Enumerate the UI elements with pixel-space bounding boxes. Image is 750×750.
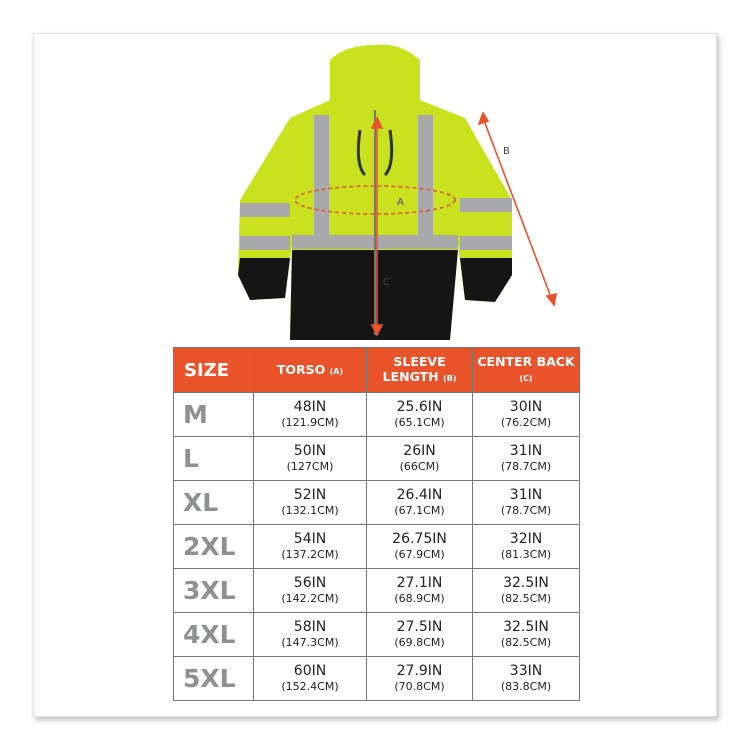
torso-cell: 48IN (121.9CM) xyxy=(253,392,367,437)
table-row: XL 52IN (132.1CM) 26.4IN (67.1CM) 31IN (78.7CM… xyxy=(173,480,580,525)
sleeve-cell: 26IN (66CM) xyxy=(366,436,473,481)
back-cell: 32IN (81.3CM) xyxy=(472,524,580,569)
size-chart-table: SIZE TORSO (A) SLEEVE LENGTH (B) CENTER … xyxy=(173,347,580,701)
torso-cell: 54IN (137.2CM) xyxy=(253,524,367,569)
sleeve-cell: 27.5IN (69.8CM) xyxy=(366,612,473,657)
table-row: 3XL 56IN (142.2CM) 27.1IN (68.9CM) 32.5IN (82.… xyxy=(173,568,580,613)
table-row: L 50IN (127CM) 26IN (66CM) 31IN (78.7CM) xyxy=(173,436,580,481)
sleeve-cell: 27.9IN (70.8CM) xyxy=(366,656,473,701)
torso-cell: 56IN (142.2CM) xyxy=(253,568,367,613)
header-size: SIZE xyxy=(173,347,254,393)
measurement-arrows xyxy=(294,111,558,337)
header-sleeve: SLEEVE LENGTH (B) xyxy=(366,347,473,393)
torso-cell: 58IN (147.3CM) xyxy=(253,612,367,657)
table-row: 4XL 58IN (147.3CM) 27.5IN (69.8CM) 32.5IN (82.… xyxy=(173,612,580,657)
table-row: 2XL 54IN (137.2CM) 26.75IN (67.9CM) 32IN (81.3… xyxy=(173,524,580,569)
size-cell: 3XL xyxy=(173,568,254,613)
size-cell: M xyxy=(173,392,254,437)
torso-cell: 60IN (152.4CM) xyxy=(253,656,367,701)
header-torso: TORSO (A) xyxy=(253,347,367,393)
back-cell: 33IN (83.8CM) xyxy=(472,656,580,701)
back-cell: 32.5IN (82.5CM) xyxy=(472,568,580,613)
sleeve-cell: 25.6IN (65.1CM) xyxy=(366,392,473,437)
size-cell: 4XL xyxy=(173,612,254,657)
torso-cell: 50IN (127CM) xyxy=(253,436,367,481)
size-cell: 2XL xyxy=(173,524,254,569)
back-cell: 32.5IN (82.5CM) xyxy=(472,612,580,657)
header-back: CENTER BACK (C) xyxy=(472,347,580,393)
sleeve-cell: 27.1IN (68.9CM) xyxy=(366,568,473,613)
back-cell: 31IN (78.7CM) xyxy=(472,480,580,525)
label-c: C xyxy=(383,277,390,288)
sleeve-arrow-b xyxy=(482,117,553,301)
sleeve-cell: 26.75IN (67.9CM) xyxy=(366,524,473,569)
table-row: 5XL 60IN (152.4CM) 27.9IN (70.8CM) 33IN (83.8C… xyxy=(173,656,580,701)
torso-arrow-a xyxy=(294,185,456,215)
table-row: M 48IN (121.9CM) 25.6IN (65.1CM) 30IN (76.2CM) xyxy=(173,392,580,437)
table-header-row: SIZE TORSO (A) SLEEVE LENGTH (B) CENTER … xyxy=(173,347,580,393)
torso-cell: 52IN (132.1CM) xyxy=(253,480,367,525)
size-cell: XL xyxy=(173,480,254,525)
size-cell: 5XL xyxy=(173,656,254,701)
jacket-illustration xyxy=(238,44,512,341)
size-cell: L xyxy=(173,436,254,481)
label-b: B xyxy=(503,146,510,157)
label-a: A xyxy=(397,197,404,208)
back-cell: 30IN (76.2CM) xyxy=(472,392,580,437)
back-cell: 31IN (78.7CM) xyxy=(472,436,580,481)
sleeve-cell: 26.4IN (67.1CM) xyxy=(366,480,473,525)
